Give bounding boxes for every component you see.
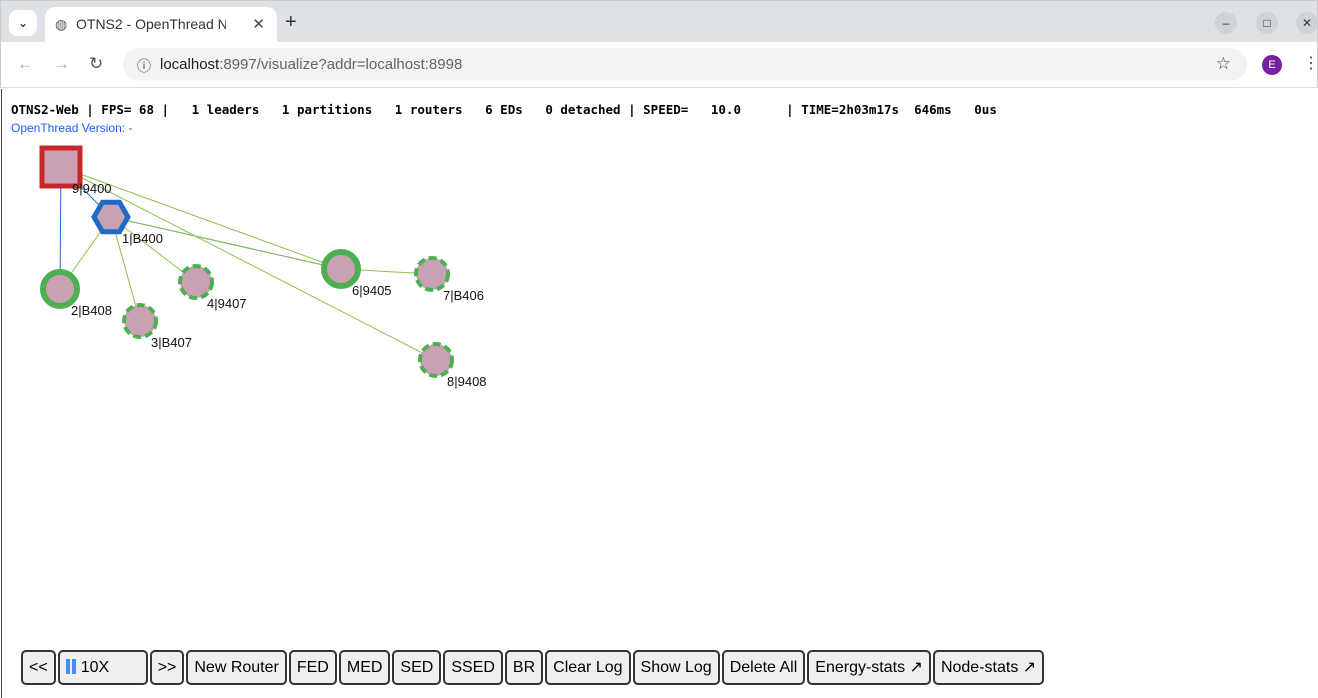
url-path: :8997/visualize?addr=localhost:8998 — [219, 56, 463, 73]
profile-avatar[interactable]: E — [1262, 55, 1282, 75]
new-router-button[interactable]: New Router — [186, 650, 287, 685]
forward-icon[interactable]: → — [53, 54, 70, 73]
link-green — [60, 166, 342, 270]
close-window-button[interactable]: ✕ — [1296, 12, 1318, 34]
browser-toolbar: ← → ↻ ⓘ localhost:8997/visualize?addr=lo… — [0, 42, 1318, 88]
link-green — [110, 216, 141, 322]
bookmark-star-icon[interactable]: ☆ — [1215, 54, 1231, 73]
node-label: 6|9405 — [352, 283, 392, 298]
br-button[interactable]: BR — [504, 650, 544, 685]
minimize-button[interactable]: – — [1215, 12, 1237, 34]
node-9[interactable]: 9|9400 — [39, 145, 112, 196]
child-circle-icon — [178, 264, 214, 300]
tab-bar: ⌄ ◍ OTNS2 - OpenThread Network Simulator… — [0, 0, 1318, 43]
address-bar[interactable]: ⓘ localhost:8997/visualize?addr=localhos… — [123, 48, 1247, 81]
energy-stats-button[interactable]: Energy-stats ↗ — [807, 650, 931, 685]
speed-label: 10X — [80, 659, 110, 676]
otns-page: OTNS2-Web | FPS= 68 | 1 leaders 1 partit… — [1, 89, 1317, 698]
globe-icon: ◍ — [55, 16, 68, 32]
child-circle-icon — [414, 256, 450, 292]
openthread-version: OpenThread Version: - — [11, 121, 133, 135]
pause-icon — [71, 659, 76, 674]
tab-search-button[interactable]: ⌄ — [9, 10, 37, 36]
back-icon[interactable]: ← — [17, 54, 34, 73]
reload-icon[interactable]: ↻ — [89, 54, 104, 73]
url-host: localhost — [160, 56, 220, 73]
status-line: OTNS2-Web | FPS= 68 | 1 leaders 1 partit… — [11, 102, 997, 117]
close-tab-icon[interactable]: ✕ — [252, 16, 265, 33]
node-label: 1|B400 — [122, 231, 163, 246]
rewind-button[interactable]: << — [21, 650, 56, 685]
menu-kebab-icon[interactable]: ⋮ — [1303, 55, 1318, 72]
new-tab-button[interactable]: + — [285, 11, 297, 33]
sed-button[interactable]: SED — [392, 650, 442, 685]
tab-title: OTNS2 - OpenThread Network Simulator — [76, 16, 226, 32]
ssed-button[interactable]: SSED — [443, 650, 503, 685]
pause-speed-button[interactable]: 10X — [57, 650, 148, 685]
node-6[interactable]: 6|9405 — [321, 249, 392, 298]
child-circle-icon — [418, 342, 454, 378]
node-label: 7|B406 — [443, 288, 484, 303]
node-3[interactable]: 3|B407 — [122, 303, 192, 350]
med-button[interactable]: MED — [338, 650, 391, 685]
pause-icon — [65, 659, 70, 674]
leader-square-icon — [39, 145, 83, 189]
show-log-button[interactable]: Show Log — [632, 650, 720, 685]
link-green — [110, 216, 342, 270]
child-circle-icon — [321, 249, 361, 289]
node-label: 3|B407 — [151, 335, 192, 350]
node-label: 2|B408 — [71, 303, 112, 318]
node-label: 9|9400 — [72, 181, 112, 196]
network-canvas[interactable]: 9|9400 1|B400 2|B408 3|B407 4|9407 6|9405 7|B4… — [2, 89, 1318, 639]
node-2[interactable]: 2|B408 — [40, 269, 112, 318]
child-circle-icon — [40, 269, 80, 309]
site-info-icon[interactable]: ⓘ — [137, 58, 151, 74]
fed-button[interactable]: FED — [288, 650, 337, 685]
router-hexagon-icon — [91, 199, 131, 235]
child-circle-icon — [122, 303, 158, 339]
clear-log-button[interactable]: Clear Log — [545, 650, 631, 685]
delete-all-button[interactable]: Delete All — [721, 650, 806, 685]
browser-tab[interactable]: ◍ OTNS2 - OpenThread Network Simulator ✕ — [45, 7, 277, 43]
node-8[interactable]: 8|9408 — [418, 342, 487, 389]
node-7[interactable]: 7|B406 — [414, 256, 484, 303]
node-4[interactable]: 4|9407 — [178, 264, 247, 311]
node-label: 4|9407 — [207, 296, 247, 311]
node-label: 8|9408 — [447, 374, 487, 389]
node-1[interactable]: 1|B400 — [91, 199, 163, 246]
maximize-button[interactable]: □ — [1256, 12, 1278, 34]
node-stats-button[interactable]: Node-stats ↗ — [932, 650, 1045, 685]
link-green — [60, 166, 437, 361]
url-text: localhost:8997/visualize?addr=localhost:… — [160, 56, 462, 73]
forward-button[interactable]: >> — [149, 650, 185, 685]
control-bar: << 10X >> New Router FED MED SED SSED BR… — [21, 650, 1045, 685]
